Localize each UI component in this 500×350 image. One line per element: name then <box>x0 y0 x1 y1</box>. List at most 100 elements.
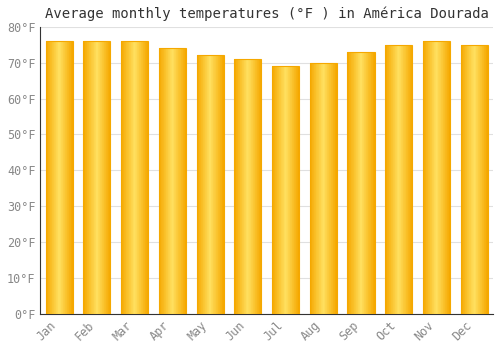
Bar <box>90 41 91 314</box>
Bar <box>464 45 466 314</box>
Bar <box>60 41 61 314</box>
Bar <box>56 41 57 314</box>
Bar <box>468 45 469 314</box>
Bar <box>252 59 253 314</box>
Bar <box>98 41 99 314</box>
Bar <box>208 56 210 314</box>
Bar <box>48 41 49 314</box>
Bar <box>126 41 127 314</box>
Bar <box>130 41 131 314</box>
Bar <box>180 48 181 314</box>
Bar <box>86 41 88 314</box>
Bar <box>236 59 237 314</box>
Bar <box>448 41 450 314</box>
Bar <box>409 45 410 314</box>
Bar <box>396 45 398 314</box>
Bar <box>466 45 468 314</box>
Bar <box>53 41 54 314</box>
Bar <box>210 56 211 314</box>
Bar <box>469 45 470 314</box>
Bar <box>353 52 354 314</box>
Bar <box>178 48 179 314</box>
Bar <box>170 48 171 314</box>
Bar <box>394 45 396 314</box>
Bar <box>287 66 288 314</box>
Bar <box>182 48 183 314</box>
Bar <box>432 41 433 314</box>
Bar <box>125 41 126 314</box>
Bar <box>475 45 476 314</box>
Bar <box>319 63 320 314</box>
Bar <box>474 45 475 314</box>
Bar <box>363 52 364 314</box>
Bar <box>316 63 317 314</box>
Bar <box>142 41 143 314</box>
Bar <box>298 66 299 314</box>
Bar <box>212 56 213 314</box>
Bar <box>50 41 51 314</box>
Bar <box>204 56 206 314</box>
Bar <box>369 52 370 314</box>
Bar <box>68 41 70 314</box>
Bar <box>88 41 90 314</box>
Bar <box>295 66 296 314</box>
Bar <box>104 41 105 314</box>
Bar <box>247 59 248 314</box>
Bar <box>175 48 176 314</box>
Bar <box>388 45 389 314</box>
Bar <box>181 48 182 314</box>
Bar <box>84 41 110 314</box>
Bar <box>96 41 97 314</box>
Bar <box>251 59 252 314</box>
Bar <box>91 41 92 314</box>
Bar <box>131 41 132 314</box>
Bar <box>460 45 462 314</box>
Bar <box>441 41 442 314</box>
Bar <box>389 45 390 314</box>
Bar <box>487 45 488 314</box>
Bar <box>367 52 368 314</box>
Bar <box>146 41 147 314</box>
Bar <box>324 63 326 314</box>
Bar <box>404 45 405 314</box>
Bar <box>332 63 333 314</box>
Bar <box>357 52 358 314</box>
Bar <box>163 48 164 314</box>
Bar <box>72 41 73 314</box>
Bar <box>238 59 239 314</box>
Bar <box>206 56 208 314</box>
Bar <box>237 59 238 314</box>
Bar <box>433 41 434 314</box>
Bar <box>211 56 212 314</box>
Bar <box>436 41 437 314</box>
Bar <box>359 52 360 314</box>
Bar <box>246 59 247 314</box>
Bar <box>127 41 128 314</box>
Bar <box>349 52 350 314</box>
Bar <box>162 48 163 314</box>
Bar <box>333 63 334 314</box>
Bar <box>221 56 222 314</box>
Bar <box>336 63 337 314</box>
Bar <box>243 59 244 314</box>
Bar <box>199 56 200 314</box>
Bar <box>322 63 324 314</box>
Bar <box>438 41 439 314</box>
Bar <box>245 59 246 314</box>
Bar <box>219 56 220 314</box>
Bar <box>101 41 102 314</box>
Bar <box>274 66 276 314</box>
Bar <box>66 41 68 314</box>
Bar <box>213 56 214 314</box>
Bar <box>385 45 412 314</box>
Bar <box>272 66 299 314</box>
Bar <box>198 56 199 314</box>
Bar <box>373 52 374 314</box>
Bar <box>431 41 432 314</box>
Bar <box>290 66 291 314</box>
Bar <box>197 56 198 314</box>
Bar <box>165 48 166 314</box>
Bar <box>216 56 217 314</box>
Bar <box>99 41 100 314</box>
Bar <box>107 41 108 314</box>
